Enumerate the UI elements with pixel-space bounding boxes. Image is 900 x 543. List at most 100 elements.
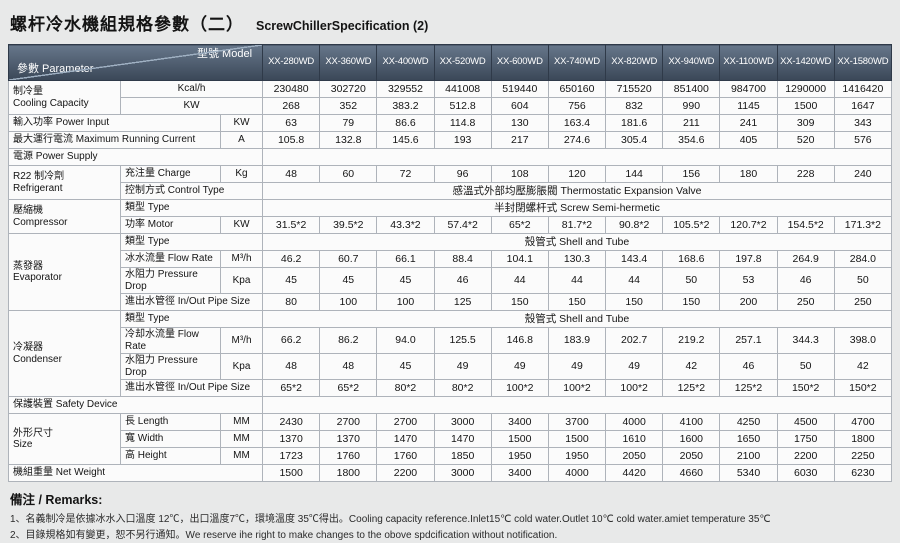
value-cell: 94.0	[377, 328, 434, 354]
value-cell: 305.4	[606, 132, 663, 149]
value-cell: 42	[663, 354, 720, 380]
value-cell: 264.9	[777, 251, 834, 268]
value-cell: 120	[548, 166, 605, 183]
row-label-motor: 功率 Motor	[121, 217, 221, 234]
value-cell: 44	[606, 268, 663, 294]
value-cell: 329552	[377, 81, 434, 98]
page-title: 螺杆冷水機組規格參數（二） ScrewChillerSpecification …	[8, 8, 892, 44]
value-cell: 125*2	[720, 380, 777, 397]
value-cell: 100*2	[606, 380, 663, 397]
value-cell: 1610	[606, 431, 663, 448]
value-cell: 44	[548, 268, 605, 294]
row-label-safety: 保護裝置 Safety Device	[9, 397, 263, 414]
value-cell: 130.3	[548, 251, 605, 268]
value-cell: 984700	[720, 81, 777, 98]
group-label-cooling: 制冷量 Cooling Capacity	[9, 81, 121, 115]
value-cell: 57.4*2	[434, 217, 491, 234]
row-safety: 保護裝置 Safety Device	[9, 397, 892, 414]
value-cell: 80	[263, 294, 320, 311]
value-cell: 4000	[548, 465, 605, 482]
value-cell: 50	[663, 268, 720, 294]
value-cell: 302720	[320, 81, 377, 98]
value-cell: 650160	[548, 81, 605, 98]
value-cell: 44	[491, 268, 548, 294]
value-cell: 181.6	[606, 115, 663, 132]
value-cell: 715520	[606, 81, 663, 98]
empty-cell	[263, 149, 892, 166]
value-cell: 45	[263, 268, 320, 294]
value-cell: 3000	[434, 465, 491, 482]
row-label-width: 寬 Width	[121, 431, 221, 448]
model-header-cell: XX-1580WD	[834, 45, 891, 81]
value-cell: 45	[377, 354, 434, 380]
row-power-supply: 電源 Power Supply	[9, 149, 892, 166]
value-cell: 1500	[777, 98, 834, 115]
model-header-cell: XX-520WD	[434, 45, 491, 81]
value-cell: 125	[434, 294, 491, 311]
value-cell: 79	[320, 115, 377, 132]
value-cell: 53	[720, 268, 777, 294]
value-cell: 1370	[263, 431, 320, 448]
value-cell: 2200	[777, 448, 834, 465]
model-header-cell: XX-1100WD	[720, 45, 777, 81]
value-cell: 90.8*2	[606, 217, 663, 234]
value-cell: 352	[320, 98, 377, 115]
value-cell: 268	[263, 98, 320, 115]
span-value-shell-tube: 殼管式 Shell and Tube	[263, 234, 892, 251]
value-cell: 50	[834, 268, 891, 294]
value-cell: 4660	[663, 465, 720, 482]
value-cell: 154.5*2	[777, 217, 834, 234]
value-cell: 180	[720, 166, 777, 183]
row-label-evap-flow: 冰水流量 Flow Rate	[121, 251, 221, 268]
value-cell: 2200	[377, 465, 434, 482]
remarks: 備注 / Remarks: 1、名義制冷是依據冰水入口溫度 12℃，出口溫度7℃…	[8, 482, 892, 543]
value-cell: 4100	[663, 414, 720, 431]
value-cell: 80*2	[434, 380, 491, 397]
value-cell: 211	[663, 115, 720, 132]
row-evap-type: 蒸發器 Evaporator 類型 Type 殼管式 Shell and Tub…	[9, 234, 892, 251]
value-cell: 241	[720, 115, 777, 132]
param-axis-label: 參數 Parameter	[17, 63, 93, 76]
value-cell: 2700	[320, 414, 377, 431]
value-cell: 144	[606, 166, 663, 183]
value-cell: 171.3*2	[834, 217, 891, 234]
value-cell: 100	[320, 294, 377, 311]
value-cell: 604	[491, 98, 548, 115]
value-cell: 163.4	[548, 115, 605, 132]
row-label-height: 高 Height	[121, 448, 221, 465]
value-cell: 383.2	[377, 98, 434, 115]
value-cell: 120.7*2	[720, 217, 777, 234]
value-cell: 150*2	[834, 380, 891, 397]
row-label-net-weight: 機組重量 Net Weight	[9, 465, 263, 482]
value-cell: 1750	[777, 431, 834, 448]
value-cell: 50	[777, 354, 834, 380]
span-value-shell-tube: 殼管式 Shell and Tube	[263, 311, 892, 328]
model-header-cell: XX-940WD	[663, 45, 720, 81]
unit-cell: Kpa	[221, 354, 263, 380]
value-cell: 114.8	[434, 115, 491, 132]
value-cell: 1800	[834, 431, 891, 448]
unit-cell: MM	[221, 431, 263, 448]
group-label-size: 外形尺寸 Size	[9, 414, 121, 465]
row-cond-type: 冷凝器 Condenser 類型 Type 殼管式 Shell and Tube	[9, 311, 892, 328]
value-cell: 66.1	[377, 251, 434, 268]
value-cell: 130	[491, 115, 548, 132]
value-cell: 6030	[777, 465, 834, 482]
value-cell: 86.2	[320, 328, 377, 354]
row-label-control-type: 控制方式 Control Type	[121, 183, 263, 200]
value-cell: 250	[777, 294, 834, 311]
value-cell: 31.5*2	[263, 217, 320, 234]
model-header-cell: XX-400WD	[377, 45, 434, 81]
value-cell: 230480	[263, 81, 320, 98]
